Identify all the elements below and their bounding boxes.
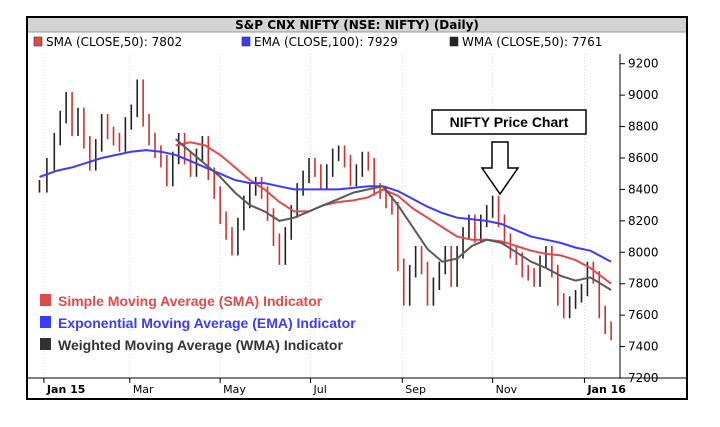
legend-label-sma: SMA (CLOSE,50): 7802 (46, 35, 182, 49)
x-tick-label: Jul (312, 383, 326, 396)
title-bar (28, 18, 686, 32)
legend-bottom-swatch (40, 294, 51, 306)
annotation-box (431, 109, 587, 135)
legend-bottom-label: Weighted Moving Average (WMA) Indicator (58, 337, 343, 353)
annotation-arrow (480, 141, 520, 196)
series-line-sma (175, 141, 612, 285)
y-tick-label: 8200 (628, 214, 659, 228)
y-tick-label: 9000 (628, 88, 659, 102)
series-line-wma (175, 138, 612, 291)
legends: SMA (CLOSE,50): 7802 EMA (CLOSE,100): 792… (33, 35, 602, 353)
x-tick-label: Nov (496, 383, 518, 396)
y-tick-label: 9200 (628, 57, 659, 71)
axes: S&P CNX NIFTY (NSE: NIFTY) (Daily)720074… (28, 18, 686, 396)
legend-bottom-label: Exponential Moving Average (EMA) Indicat… (58, 315, 356, 331)
chart-title: S&P CNX NIFTY (NSE: NIFTY) (Daily) (235, 18, 479, 32)
x-tick-label: May (223, 383, 246, 396)
price-series (38, 79, 612, 341)
annotation-text: NIFTY Price Chart (450, 114, 569, 130)
indicator-lines (39, 138, 612, 291)
y-tick-label: 8600 (628, 151, 659, 165)
y-tick-label: 8400 (628, 182, 659, 196)
y-tick-label: 8000 (628, 245, 659, 259)
legend-swatch-wma (449, 36, 459, 47)
legend-swatch-ema (241, 36, 251, 47)
y-tick-label: 7600 (628, 308, 659, 322)
annotation: NIFTY Price Chart (431, 109, 587, 196)
x-tick-label: Mar (133, 383, 154, 396)
y-tick-label: 7400 (628, 340, 659, 354)
y-tick-label: 8800 (628, 120, 659, 134)
legend-label-ema: EMA (CLOSE,100): 7929 (254, 35, 398, 49)
x-tick-label: Jan 16 (586, 383, 626, 396)
y-tick-label: 7800 (628, 277, 659, 291)
legend-swatch-sma (33, 36, 43, 47)
x-tick-label: Jan 15 (46, 383, 85, 396)
legend-bottom-swatch (40, 316, 51, 328)
legend-label-wma: WMA (CLOSE,50): 7761 (462, 35, 602, 49)
legend-bottom-swatch (40, 338, 51, 350)
chart-svg: S&P CNX NIFTY (NSE: NIFTY) (Daily)720074… (28, 18, 686, 396)
x-tick-label: Sep (405, 383, 426, 396)
legend-bottom-label: Simple Moving Average (SMA) Indicator (58, 293, 323, 309)
series-line-ema (39, 149, 612, 263)
chart-frame: S&P CNX NIFTY (NSE: NIFTY) (Daily) 7200 74… (26, 16, 688, 400)
